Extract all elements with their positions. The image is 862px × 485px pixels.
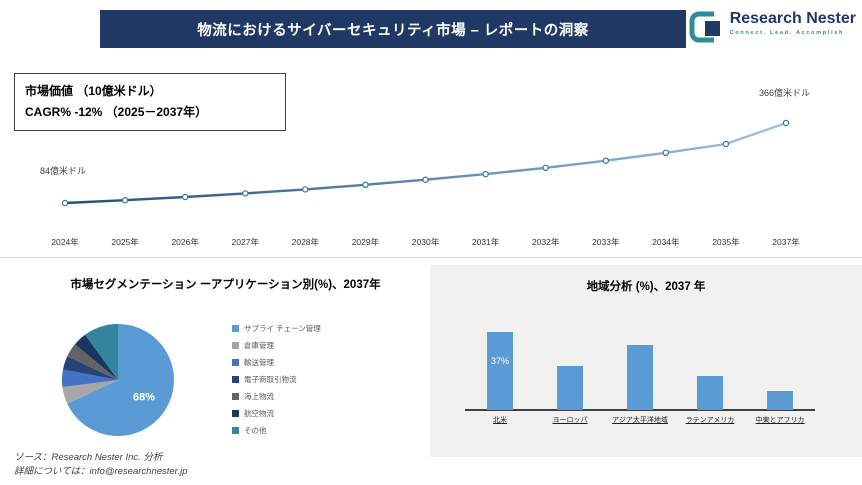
- legend-item: サプライ チェーン管理: [232, 320, 321, 337]
- bar-chart-axis: [465, 409, 815, 411]
- legend-label: その他: [244, 426, 267, 435]
- legend-swatch: [232, 410, 239, 417]
- legend-item: 海上物流: [232, 388, 321, 405]
- legend-item: 輸送管理: [232, 354, 321, 371]
- legend-item: 倉庫管理: [232, 337, 321, 354]
- segmentation-pie-chart: 68%: [61, 324, 174, 436]
- svg-text:68%: 68%: [133, 392, 155, 404]
- regional-analysis-panel: 地域分析 (%)、2037 年 37% 北米 ヨーロッパ アジア太平洋地域 ラテンアメリ…: [430, 265, 862, 457]
- x-axis-label: 2026年: [171, 237, 199, 247]
- bar-2: [627, 344, 653, 410]
- bar-chart-title: 地域分析 (%)、2037 年: [586, 281, 706, 293]
- chart-divider-line: [0, 257, 862, 258]
- cagr-label: CAGR% -12% （2025－2037年）: [25, 105, 208, 119]
- legend-swatch: [232, 427, 239, 434]
- source-line: ソース：Research Nester Inc. 分析: [14, 452, 163, 463]
- brand-text-block: Research Nester Connect. Lead. Accomplis…: [730, 10, 856, 36]
- market-value-label: 市場価値 （10億米ドル）: [25, 84, 162, 98]
- page-title: 物流におけるサイバーセキュリティ市場 – レポートの洞察: [197, 22, 589, 39]
- source-note: ソース：Research Nester Inc. 分析 詳細については：info…: [14, 451, 188, 479]
- segmentation-section: 市場セグメンテーション ーアプリケーション別(%)、2037年 68% サプライ…: [0, 265, 430, 460]
- legend-label: 輸送管理: [244, 358, 274, 367]
- brand-logo-icon: [689, 11, 720, 43]
- bar-1: [557, 365, 583, 410]
- bar-3: [697, 376, 723, 410]
- x-axis-label: 2033年: [592, 237, 620, 247]
- legend-label: 倉庫管理: [244, 341, 274, 350]
- x-axis-label: 2031年: [471, 237, 500, 247]
- bar-4: [767, 391, 793, 410]
- legend-item: 航空物流: [232, 405, 321, 422]
- x-axis-label: 2024年: [51, 237, 79, 247]
- x-axis-label: 2032年: [531, 237, 560, 247]
- brand-tagline: Connect. Lead. Accomplish: [729, 30, 845, 36]
- regional-bar-chart: 37% 北米 ヨーロッパ アジア太平洋地域 ラテンアメリカ 中東とアフリカ: [430, 265, 862, 424]
- x-axis-label: 2037年: [772, 237, 800, 247]
- x-axis-label: 2035年: [712, 237, 740, 247]
- x-axis-label: 2030年: [411, 237, 440, 247]
- brand-name: Research Nester: [729, 10, 856, 27]
- legend-item: 電子商取引物流: [232, 371, 321, 388]
- pie-chart-title: 市場セグメンテーション ーアプリケーション別(%)、2037年: [70, 279, 381, 291]
- legend-label: 航空物流: [244, 409, 274, 418]
- market-value-line-chart: 84億米ドル 366億米ドル 2024年 2025年 2026年 2027年 2028年…: [0, 80, 862, 265]
- x-axis-label: 2025年: [111, 237, 139, 247]
- line-end-value: 366億米ドル: [758, 88, 810, 98]
- bar-category-label: ラテンアメリカ: [685, 417, 735, 424]
- bar-0: 37%: [487, 332, 513, 410]
- line-chart-svg: [61, 119, 790, 207]
- legend-swatch: [232, 325, 239, 332]
- line-start-value: 84億米ドル: [40, 166, 87, 176]
- page-title-banner: 物流におけるサイバーセキュリティ市場 – レポートの洞察: [100, 10, 686, 48]
- bar-category-label: 中東とアフリカ: [755, 417, 805, 424]
- legend-item: その他: [232, 422, 321, 439]
- legend-swatch: [232, 393, 239, 400]
- bar-category-label: 北米: [493, 417, 507, 424]
- x-axis-label: 2034年: [652, 237, 680, 247]
- pie-legend: サプライ チェーン管理 倉庫管理輸送管理電子商取引物流 海上物流航空物流その他: [232, 320, 321, 439]
- x-axis-label: 2027年: [231, 237, 259, 247]
- legend-swatch: [232, 376, 239, 383]
- legend-label: 電子商取引物流: [244, 375, 297, 384]
- contact-line: 詳細については：info@researchnester.jp: [14, 466, 188, 477]
- bar-category-label: アジア太平洋地域: [612, 417, 668, 424]
- legend-swatch: [232, 359, 239, 366]
- legend-label: 海上物流: [244, 392, 274, 401]
- bar-category-label: ヨーロッパ: [552, 417, 588, 424]
- market-value-box: 市場価値 （10億米ドル） CAGR% -12% （2025－2037年）: [14, 73, 286, 131]
- line-chart-x-axis: 2024年 2025年 2026年 2027年 2028年 2029年 2030年 2031年…: [0, 236, 862, 250]
- x-axis-label: 2029年: [351, 237, 380, 247]
- legend-swatch: [232, 342, 239, 349]
- legend-label: サプライ チェーン管理: [244, 324, 321, 333]
- x-axis-label: 2028年: [291, 237, 320, 247]
- bar-value-label: 37%: [490, 356, 509, 367]
- brand-logo: Research Nester Connect. Lead. Accomplis…: [688, 10, 856, 44]
